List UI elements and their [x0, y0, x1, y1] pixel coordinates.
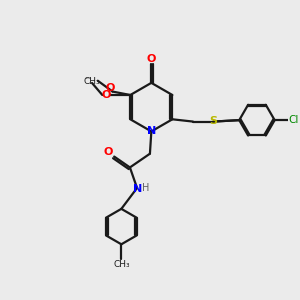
Text: S: S — [209, 116, 217, 126]
Text: O: O — [147, 54, 156, 64]
Text: CH₃: CH₃ — [84, 77, 100, 86]
Text: CH₃: CH₃ — [113, 260, 130, 269]
Text: O: O — [106, 83, 115, 93]
Text: N: N — [147, 126, 156, 136]
Text: O: O — [104, 147, 113, 157]
Text: methoxy: methoxy — [85, 78, 92, 79]
Text: Cl: Cl — [289, 115, 299, 125]
Text: O: O — [101, 90, 111, 100]
Text: H: H — [142, 183, 149, 193]
Text: N: N — [133, 184, 142, 194]
